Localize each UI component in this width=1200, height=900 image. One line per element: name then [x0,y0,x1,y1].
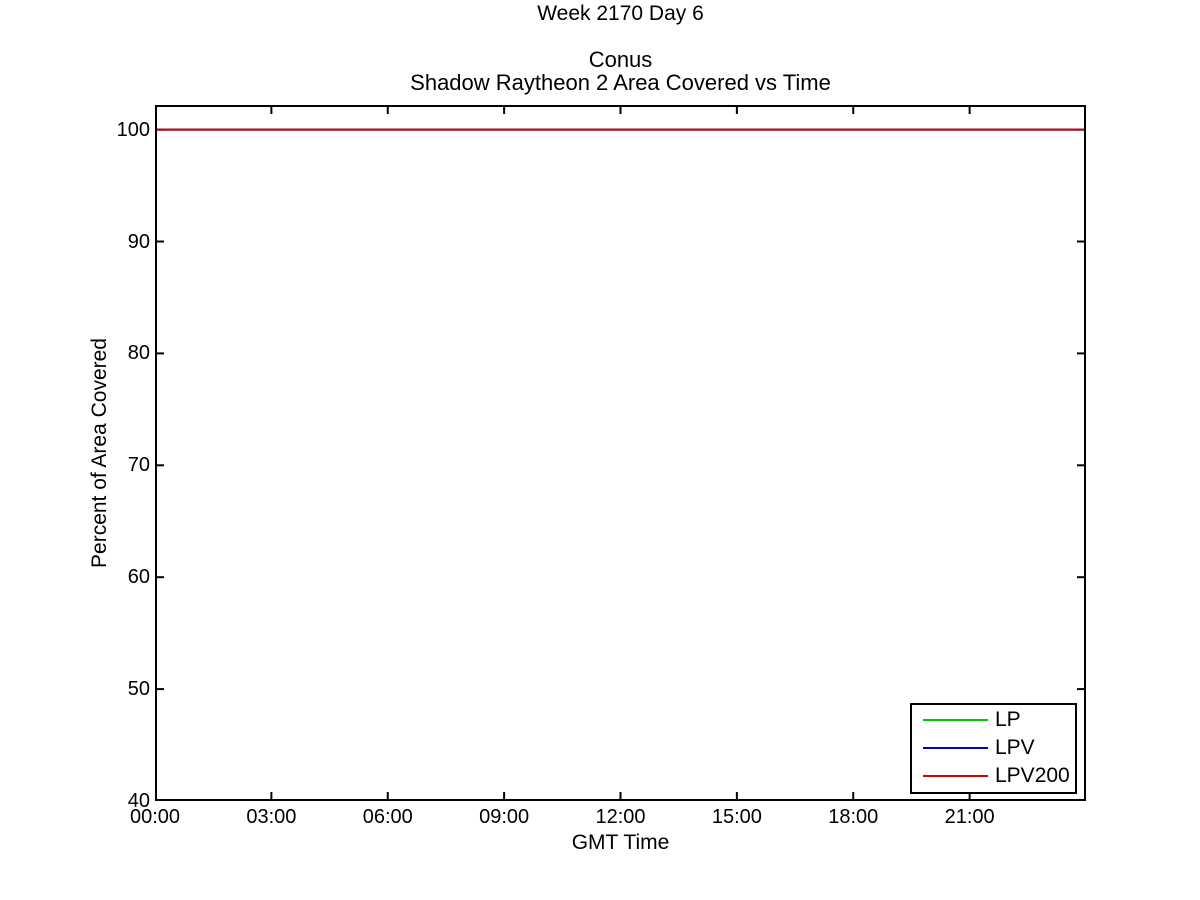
figure-suptitle: Week 2170 Day 6 [537,2,704,25]
y-tick-label: 90 [127,230,150,253]
legend-label: LP [995,708,1021,731]
legend-row: LPV200 [912,762,1075,790]
x-axis-label: GMT Time [571,831,670,854]
x-tick-label: 03:00 [246,806,297,828]
legend-line-sample [923,747,988,749]
x-tick-label: 09:00 [479,806,530,828]
x-tick-label: 06:00 [362,806,413,828]
y-tick-label: 100 [116,118,150,141]
legend: LP LPV LPV200 [910,703,1077,794]
legend-row: LP [912,706,1075,734]
y-tick-label: 50 [127,678,150,701]
y-tick-label: 80 [127,342,150,365]
chart-title: Conus Shadow Raytheon 2 Area Covered vs … [55,48,1186,94]
legend-row: LPV [912,734,1075,762]
y-tick-label: 40 [127,790,150,812]
plot-canvas [154,105,1087,802]
chart-title-line-2: Shadow Raytheon 2 Area Covered vs Time [410,70,831,95]
y-tick-label: 70 [127,454,150,477]
x-tick-label: 18:00 [828,806,879,828]
legend-line-sample [923,775,988,777]
x-tick-label: 00:00 [129,806,181,828]
x-tick-label: 21:00 [944,806,995,828]
axes-box [155,105,1086,801]
legend-line-sample [923,719,988,721]
x-tick-label: 12:00 [595,806,646,828]
y-tick-label: 60 [127,566,150,589]
y-axis-label: Percent of Area Covered [88,338,111,568]
chart-title-line-1: Conus [588,47,653,72]
legend-label: LPV200 [995,764,1070,787]
legend-label: LPV [995,736,1035,759]
x-tick-label: 15:00 [711,806,762,828]
plot-area [154,105,1087,802]
